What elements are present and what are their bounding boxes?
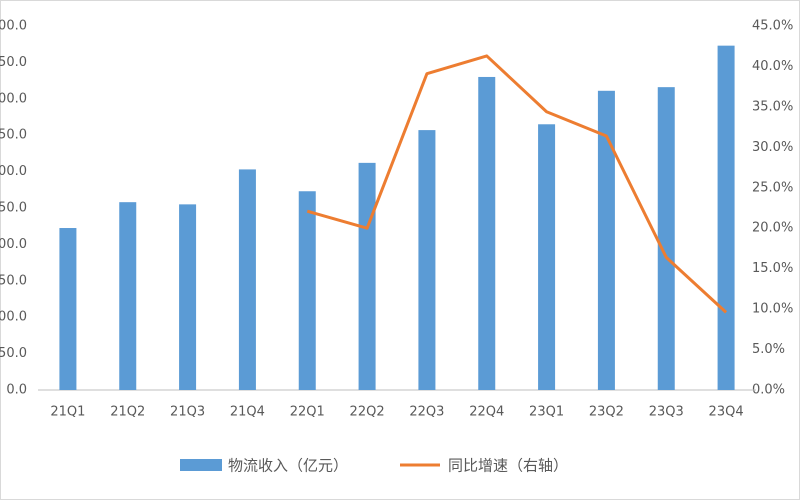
y2-tick-label: 15.0%	[752, 261, 793, 276]
x-tick-label: 23Q4	[709, 405, 744, 420]
y-tick-label: 450.0	[0, 55, 27, 70]
y2-tick-label: 35.0%	[752, 99, 793, 114]
y-tick-label: 100.0	[0, 310, 27, 325]
y-tick-label: 350.0	[0, 128, 27, 143]
bar	[418, 130, 436, 390]
x-tick-label: 21Q3	[170, 405, 205, 420]
y-tick-label: 50.0	[0, 346, 27, 361]
bar	[717, 45, 735, 390]
bar	[119, 202, 137, 390]
y2-tick-label: 20.0%	[752, 221, 793, 236]
x-tick-label: 21Q4	[230, 405, 265, 420]
x-tick-label: 22Q1	[290, 405, 325, 420]
y-tick-label: 250.0	[0, 201, 27, 216]
y-tick-label: 300.0	[0, 164, 27, 179]
x-tick-label: 23Q1	[529, 405, 564, 420]
y2-tick-label: 30.0%	[752, 140, 793, 155]
y-tick-label: 0.0	[6, 383, 27, 398]
y2-tick-label: 25.0%	[752, 180, 793, 195]
legend-label: 同比增速（右轴）	[448, 457, 568, 475]
x-tick-label: 22Q3	[409, 405, 444, 420]
x-tick-label: 23Q2	[589, 405, 624, 420]
y-tick-label: 150.0	[0, 273, 27, 288]
bar	[179, 204, 197, 390]
y-tick-label: 500.0	[0, 19, 27, 34]
legend-swatch	[180, 459, 222, 471]
y2-tick-label: 5.0%	[752, 342, 785, 357]
bar	[597, 90, 615, 391]
x-tick-label: 21Q2	[110, 405, 145, 420]
y2-tick-label: 45.0%	[752, 19, 793, 34]
x-tick-label: 22Q2	[350, 405, 385, 420]
line	[306, 54, 728, 314]
x-tick-label: 23Q3	[649, 405, 684, 420]
bar	[478, 76, 496, 391]
y2-tick-label: 10.0%	[752, 302, 793, 317]
x-tick-label: 22Q4	[469, 405, 504, 420]
x-tick-label: 21Q1	[50, 405, 85, 420]
y-tick-label: 400.0	[0, 91, 27, 106]
bar	[238, 169, 256, 390]
y2-tick-label: 40.0%	[752, 59, 793, 74]
bar	[657, 87, 675, 390]
bar	[358, 162, 376, 390]
y-tick-label: 200.0	[0, 237, 27, 252]
bar	[298, 191, 316, 390]
legend-label: 物流收入（亿元）	[228, 457, 348, 475]
bar	[59, 228, 77, 390]
y2-tick-label: 0.0%	[752, 383, 785, 398]
bar	[538, 124, 556, 390]
